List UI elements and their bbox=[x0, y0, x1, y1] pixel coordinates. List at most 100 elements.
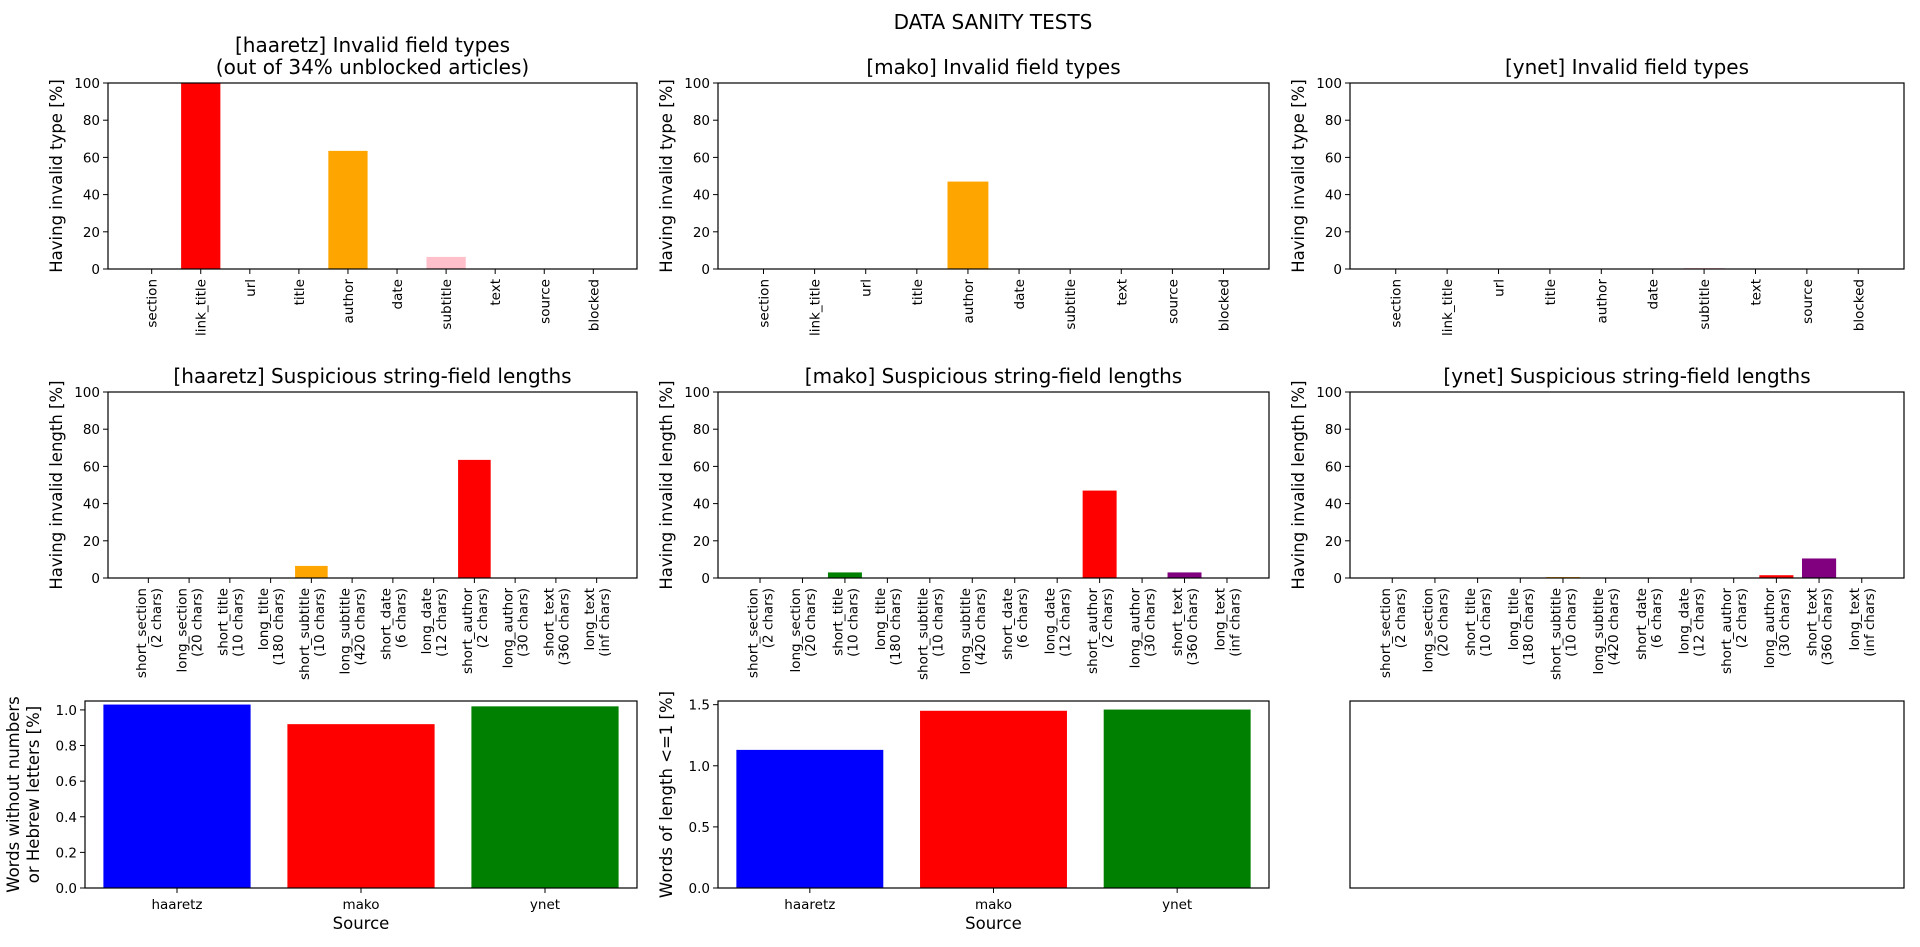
bar-ynet-lengths-9 bbox=[1759, 575, 1794, 578]
xtick-label: short_text(360 chars) bbox=[1805, 588, 1836, 665]
xtick-label: date bbox=[1012, 279, 1028, 309]
xtick-label: short_text(360 chars) bbox=[541, 588, 572, 665]
ytick-label: 1.0 bbox=[56, 703, 77, 719]
ytick-label: 100 bbox=[684, 385, 710, 401]
xtick-label: short_date(6 chars) bbox=[1000, 588, 1031, 660]
ytick-label: 60 bbox=[83, 459, 100, 475]
ytick-label: 20 bbox=[1325, 225, 1342, 241]
xtick-label: short_date(6 chars) bbox=[378, 588, 409, 660]
xtick-label: long_section(20 chars) bbox=[788, 588, 819, 673]
ytick-label: 20 bbox=[1325, 534, 1342, 550]
ytick-label: 0.2 bbox=[56, 845, 77, 861]
ytick-label: 1.0 bbox=[689, 759, 710, 775]
xtick-label: url bbox=[1492, 279, 1508, 297]
chart-haaretz-lengths: 0 20 40 60 80 100 short_section(2 chars) long_s… bbox=[47, 364, 638, 680]
xtick-label: long_title(180 chars) bbox=[256, 588, 287, 665]
axes-frame-ynet-lengths bbox=[1349, 391, 1905, 579]
xtick-label: short_date(6 chars) bbox=[1634, 588, 1665, 660]
xtick-label: long_author(30 chars) bbox=[1128, 588, 1159, 669]
xtick-label: mako bbox=[975, 897, 1012, 913]
xtick-label: title bbox=[910, 279, 926, 305]
bar-mako-lengths-8 bbox=[1082, 490, 1117, 578]
xtick-label: mako bbox=[342, 897, 379, 913]
ytick-label: 100 bbox=[74, 385, 100, 401]
bar-haaretz-lengths-8 bbox=[458, 459, 491, 578]
ytick-label: 80 bbox=[693, 422, 710, 438]
bar-words-nonhebrew-0 bbox=[103, 704, 251, 888]
axes-frame-mako-types bbox=[717, 82, 1270, 270]
ylabel-mako-types: Having invalid type [%] bbox=[657, 79, 676, 273]
bar-ynet-lengths-10 bbox=[1801, 558, 1837, 578]
ylabel-haaretz-types: Having invalid type [%] bbox=[47, 79, 66, 273]
ytick-label: 60 bbox=[1325, 150, 1342, 166]
title-ynet-lengths: [ynet] Suspicious string-field lengths bbox=[1443, 364, 1810, 388]
xlabel-words-nonhebrew: Source bbox=[333, 914, 390, 933]
xtick-label: ynet bbox=[530, 897, 560, 913]
figure-suptitle: DATA SANITY TESTS bbox=[894, 10, 1093, 34]
xtick-label: title bbox=[1543, 279, 1559, 305]
bar-haaretz-lengths-4 bbox=[295, 565, 328, 578]
empty-axes-frame bbox=[1349, 700, 1905, 889]
xtick-label: text bbox=[488, 279, 504, 306]
ytick-label: 60 bbox=[693, 459, 710, 475]
ytick-label: 40 bbox=[83, 188, 100, 204]
xtick-label: subtitle bbox=[439, 279, 455, 330]
ytick-label: 0.4 bbox=[56, 810, 77, 826]
xtick-label: text bbox=[1748, 279, 1764, 306]
ytick-label: 0.0 bbox=[689, 881, 710, 897]
ytick-label: 100 bbox=[1316, 385, 1342, 401]
xtick-label: section bbox=[145, 279, 161, 328]
ytick-label: 80 bbox=[1325, 422, 1342, 438]
xtick-label: subtitle bbox=[1063, 279, 1079, 330]
ytick-label: 40 bbox=[693, 497, 710, 513]
xtick-label: haaretz bbox=[784, 897, 835, 913]
chart-ynet-lengths: 0 20 40 60 80 100 short_section(2 chars) long_s… bbox=[1289, 364, 1905, 680]
axes-frame-mako-lengths bbox=[717, 391, 1270, 579]
xtick-label: link_title bbox=[194, 279, 210, 336]
bar-haaretz-types-1 bbox=[181, 83, 221, 269]
ytick-label: 40 bbox=[1325, 497, 1342, 513]
xtick-label: long_date(12 chars) bbox=[419, 588, 450, 657]
ylabel-mako-lengths: Having invalid length [%] bbox=[657, 380, 676, 589]
xtick-label: url bbox=[859, 279, 875, 297]
chart-haaretz-types: 0 20 40 60 80 100 section link_title url title aut… bbox=[47, 33, 638, 336]
ytick-label: 80 bbox=[83, 113, 100, 129]
bar-words-short-1 bbox=[920, 710, 1067, 888]
axes-frame-haaretz-lengths bbox=[107, 391, 638, 579]
xlabel-words-short: Source bbox=[965, 914, 1022, 933]
xtick-label: short_subtitle(10 chars) bbox=[1548, 588, 1579, 680]
xtick-label: date bbox=[390, 279, 406, 309]
xtick-label: long_text(inf chars) bbox=[1847, 588, 1878, 657]
xtick-label: link_title bbox=[808, 279, 824, 336]
xtick-label: short_section(2 chars) bbox=[134, 588, 165, 678]
ylabel-haaretz-lengths: Having invalid length [%] bbox=[47, 380, 66, 589]
bar-words-short-0 bbox=[736, 749, 884, 888]
xtick-label: short_subtitle(10 chars) bbox=[297, 588, 328, 680]
ytick-label: 40 bbox=[693, 188, 710, 204]
bar-words-nonhebrew-1 bbox=[287, 724, 435, 888]
xtick-label: blocked bbox=[586, 279, 602, 331]
xtick-label: section bbox=[1389, 279, 1405, 328]
ylabel-words-short: Words of length <=1 [%] bbox=[657, 691, 676, 898]
ytick-label: 60 bbox=[693, 150, 710, 166]
ytick-label: 0 bbox=[91, 571, 100, 587]
bar-mako-types-4 bbox=[947, 181, 989, 269]
xtick-label: source bbox=[1165, 279, 1181, 324]
xtick-label: haaretz bbox=[151, 897, 202, 913]
axes-frame-ynet-types bbox=[1349, 82, 1905, 270]
xtick-label: long_date(12 chars) bbox=[1677, 588, 1708, 657]
ylabel-ynet-lengths: Having invalid length [%] bbox=[1289, 380, 1308, 589]
ytick-label: 0 bbox=[1333, 262, 1342, 278]
title-mako-types: [mako] Invalid field types bbox=[866, 55, 1120, 79]
ytick-label: 80 bbox=[83, 422, 100, 438]
ytick-label: 20 bbox=[693, 225, 710, 241]
ytick-label: 0 bbox=[701, 262, 710, 278]
ytick-label: 100 bbox=[1316, 76, 1342, 92]
ytick-label: 1.5 bbox=[689, 698, 710, 714]
xtick-label: long_title(180 chars) bbox=[873, 588, 904, 665]
xtick-label: short_author(2 chars) bbox=[1719, 588, 1750, 674]
ytick-label: 0 bbox=[701, 571, 710, 587]
xtick-label: section bbox=[756, 279, 772, 328]
title-mako-lengths: [mako] Suspicious string-field lengths bbox=[805, 364, 1182, 388]
ylabel-words-nonhebrew: Words without numbersor Hebrew letters [… bbox=[4, 696, 43, 893]
